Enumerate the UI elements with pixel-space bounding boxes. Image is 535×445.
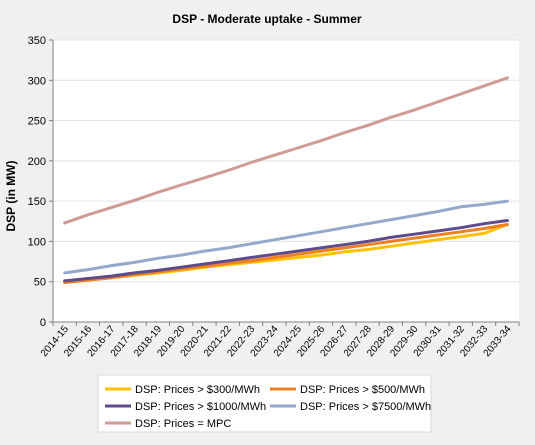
series-line bbox=[63, 219, 509, 283]
axes bbox=[49, 39, 520, 326]
y-tick-label: 250 bbox=[28, 116, 46, 128]
y-tick-label: 350 bbox=[28, 35, 46, 47]
series-lines bbox=[63, 76, 509, 284]
y-tick-label: 50 bbox=[34, 277, 46, 289]
series-line bbox=[63, 199, 509, 275]
plot-area bbox=[53, 40, 519, 322]
series-line bbox=[63, 76, 509, 225]
legend: DSP: Prices > $300/MWh DSP: Prices > $500… bbox=[105, 384, 431, 430]
legend-box bbox=[97, 374, 432, 433]
y-tick-label: 300 bbox=[28, 75, 46, 87]
legend-label: DSP: Prices = MPC bbox=[135, 418, 231, 430]
y-axis-label: DSP (in MW) bbox=[4, 160, 18, 231]
legend-label: DSP: Prices > $500/MWh bbox=[300, 384, 425, 396]
legend-label: DSP: Prices > $1000/MWh bbox=[135, 401, 266, 413]
y-tick-label: 150 bbox=[28, 196, 46, 208]
chart-title: DSP - Moderate uptake - Summer bbox=[172, 12, 361, 26]
legend-label: DSP: Prices > $300/MWh bbox=[135, 384, 260, 396]
y-tick-label: 100 bbox=[28, 236, 46, 248]
series-line bbox=[63, 223, 509, 284]
y-tick-label: 0 bbox=[40, 317, 46, 329]
y-tick-label: 200 bbox=[28, 156, 46, 168]
legend-label: DSP: Prices > $7500/MWh bbox=[300, 401, 431, 413]
